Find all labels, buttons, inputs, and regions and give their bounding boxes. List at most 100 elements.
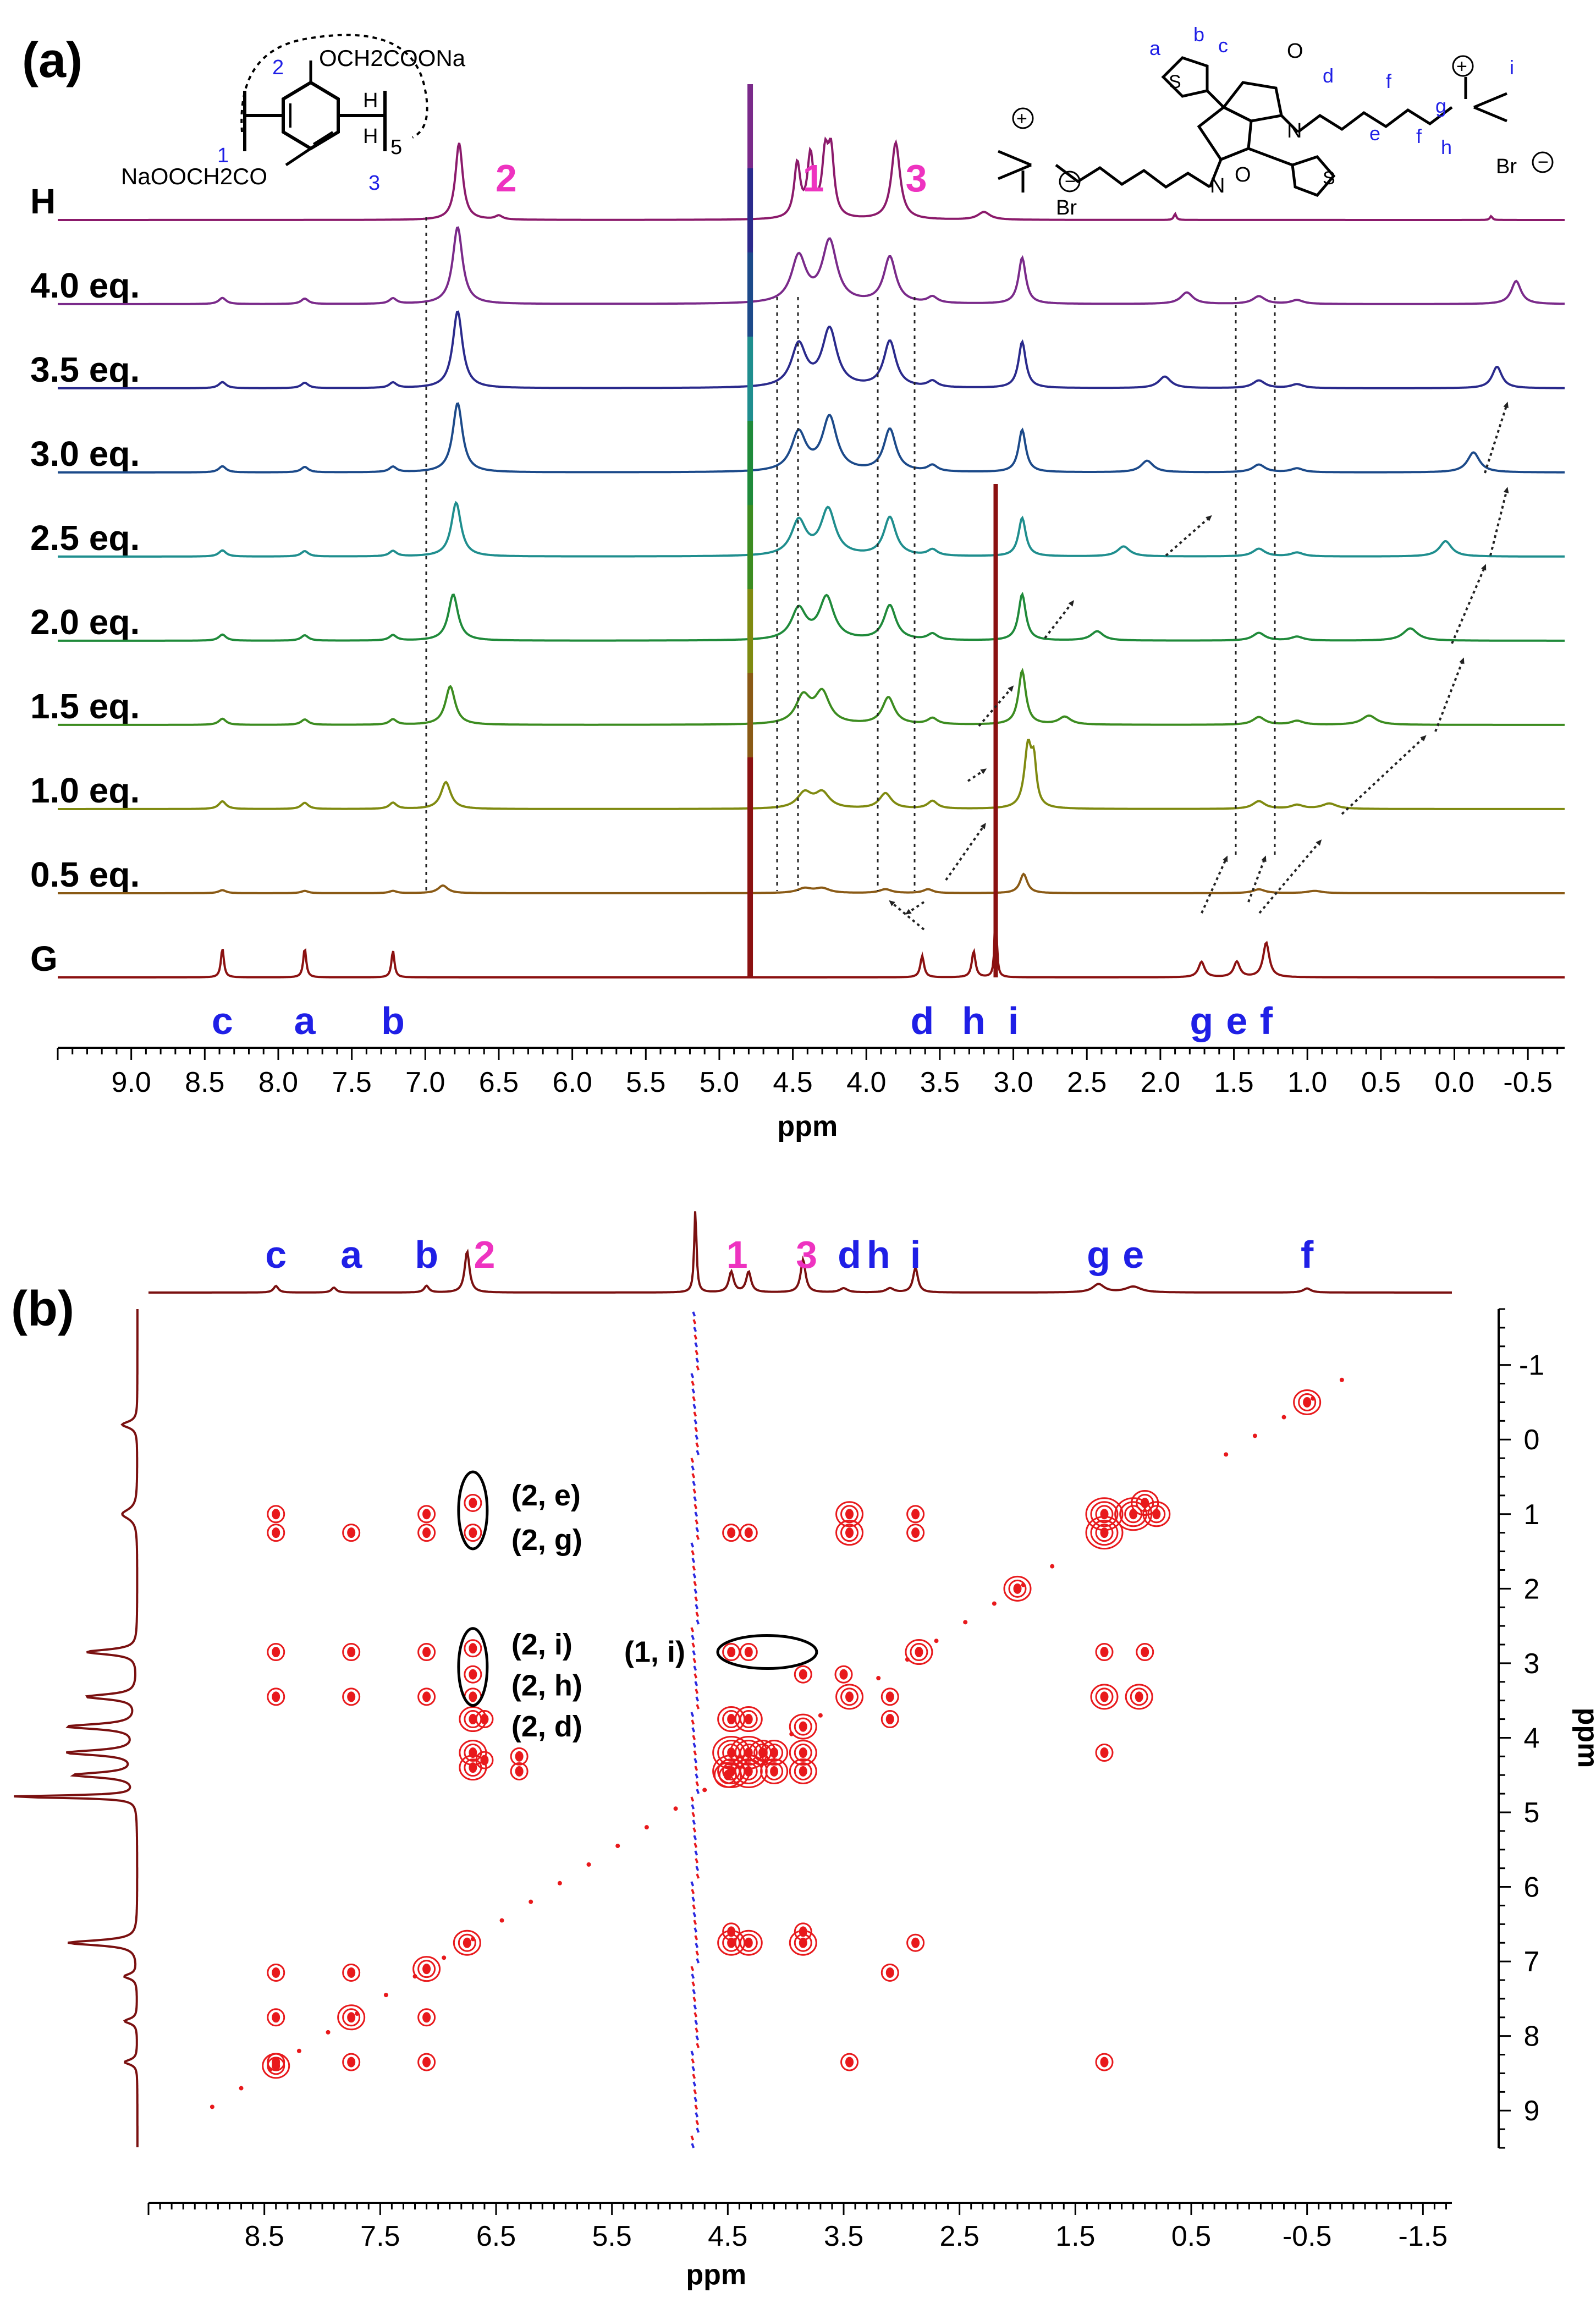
contour-peak-7 xyxy=(453,1929,481,1956)
shift-arrow-10 xyxy=(1341,735,1427,815)
shift-arrow-3 xyxy=(967,768,987,782)
contour-peak-2 xyxy=(905,1639,933,1665)
shift-arrow-13 xyxy=(1489,487,1509,556)
contour-peak-80 xyxy=(1100,1527,1109,1538)
contour-peak-9 xyxy=(347,2012,356,2023)
contour-peak-72 xyxy=(1095,1643,1114,1662)
contour-peak-52 xyxy=(765,1744,784,1762)
y-tick-b-8: 7 xyxy=(1524,1946,1540,1978)
contour-peak-73 xyxy=(1136,1643,1154,1662)
shift-arrows xyxy=(889,402,1509,931)
contour-peak-0 xyxy=(1293,1389,1322,1415)
guest-label-b: b xyxy=(1193,23,1204,46)
contour-peak-80 xyxy=(1085,1516,1124,1550)
contour-peak-7 xyxy=(458,1933,476,1952)
cross-peak-label-4: (2, d) xyxy=(511,1710,582,1743)
trace-label-8: 0.5 eq. xyxy=(30,855,140,894)
contour-peak-67 xyxy=(422,2012,431,2023)
contour-peak-63 xyxy=(272,2012,280,2023)
guest-counterion-right: Br xyxy=(1496,155,1517,178)
trace-0-5-eq- xyxy=(58,872,1565,894)
y-tick-b-0: -1 xyxy=(1519,1350,1544,1382)
contour-peak-40 xyxy=(722,1643,741,1662)
contour-peak-51 xyxy=(729,1754,768,1788)
host-peak-label-3: 3 xyxy=(906,157,927,200)
guest-structure: a b c d e f f g h i Br Br O O N N S S + … xyxy=(998,23,1554,219)
contour-peak-36 xyxy=(845,1509,854,1520)
guest-label-e: e xyxy=(1369,122,1380,145)
contour-peak-39 xyxy=(911,1527,920,1538)
guest-label-g: g xyxy=(1435,95,1446,117)
contour-peak-51 xyxy=(739,1762,758,1780)
panel-a-label: (a) xyxy=(22,33,82,88)
contour-peak-46 xyxy=(722,1710,741,1729)
contour-peak-54 xyxy=(789,1740,817,1766)
trace-label-4: 2.5 eq. xyxy=(30,518,140,558)
trace-h xyxy=(58,136,1565,221)
contour-peak-49 xyxy=(744,1714,753,1725)
x-tick-a-13: 2.5 xyxy=(1067,1066,1107,1098)
contour-peak-54 xyxy=(799,1747,807,1758)
contour-peak-41 xyxy=(739,1643,758,1662)
contour-peak-39 xyxy=(906,1524,925,1542)
contour-peak-27 xyxy=(469,1714,477,1725)
contour-peak-74 xyxy=(1095,1687,1114,1706)
x-tick-b-7: 1.5 xyxy=(1055,2220,1095,2252)
x-tick-a-2: 8.0 xyxy=(258,1066,298,1098)
contour-peak-7 xyxy=(463,1937,471,1948)
x-tick-a-3: 7.5 xyxy=(332,1066,371,1098)
contour-peak-75 xyxy=(1125,1684,1153,1710)
shift-arrow-9 xyxy=(1258,839,1322,914)
guest-peak-label-e: e xyxy=(1226,999,1247,1042)
x-tick-a-12: 3.0 xyxy=(993,1066,1033,1098)
trace-3-0-eq- xyxy=(58,402,1565,474)
contour-peak-42 xyxy=(794,1665,812,1684)
contour-peak-64 xyxy=(267,2053,285,2071)
x-tick-a-17: 0.5 xyxy=(1361,1066,1401,1098)
y-axis-title-b: ppm xyxy=(1572,1708,1596,1768)
contour-peak-57 xyxy=(727,1937,736,1948)
shift-arrow-11 xyxy=(1434,657,1465,732)
contour-peak-2 xyxy=(915,1647,923,1658)
contour-peak-81 xyxy=(1141,1497,1149,1508)
x-tick-b-5: 3.5 xyxy=(824,2220,863,2252)
shift-arrow-4 xyxy=(945,822,986,881)
contour-peak-63 xyxy=(267,2008,285,2027)
contour-peak-31 xyxy=(469,1762,477,1773)
cross-peak-label-1: (2, g) xyxy=(511,1524,582,1557)
trace-1-5-eq- xyxy=(58,668,1565,726)
contour-peak-51 xyxy=(744,1766,753,1777)
shift-arrow-7 xyxy=(1201,855,1228,914)
x-tick-a-8: 5.0 xyxy=(700,1066,739,1098)
x-axis-title-a: ppm xyxy=(777,1110,838,1142)
contour-peak-55 xyxy=(789,1758,817,1784)
contour-peak-45 xyxy=(880,1710,899,1729)
top-label-g: g xyxy=(1087,1233,1110,1276)
contour-peak-77 xyxy=(1090,1501,1119,1527)
contour-peak-62 xyxy=(272,1967,280,1978)
x-tick-b-6: 2.5 xyxy=(940,2220,979,2252)
contour-peak-16 xyxy=(469,1497,477,1508)
top-label-e: e xyxy=(1122,1233,1144,1276)
contour-peak-2 xyxy=(910,1643,928,1662)
contour-peak-41 xyxy=(744,1647,753,1658)
contour-peak-9 xyxy=(342,2008,361,2027)
host-structure: OCH2COONa NaOOCH2CO 2 1 3 H H 5 xyxy=(121,34,466,195)
contour-peak-18 xyxy=(267,1643,285,1662)
guest-peak-label-b: b xyxy=(381,999,405,1042)
contour-peak-64 xyxy=(272,2057,280,2068)
side-projection xyxy=(14,1309,139,2147)
host-h-top: H xyxy=(363,89,378,112)
host-index-1: 1 xyxy=(217,144,229,167)
peak-labels-a: c a b d h i g e f 2 1 3 xyxy=(212,157,1273,1042)
contour-peak-80 xyxy=(1095,1524,1114,1542)
x-tick-b-0: 8.5 xyxy=(245,2220,284,2252)
contour-peak-43 xyxy=(839,1669,848,1680)
shift-arrow-0 xyxy=(1165,515,1212,557)
shift-arrow-5 xyxy=(905,901,925,915)
contour-peak-81 xyxy=(1131,1489,1159,1516)
contour-peak-1 xyxy=(1013,1583,1022,1594)
trace-labels: H 4.0 eq. 3.5 eq. 3.0 eq. 2.5 eq. 2.0 eq. 1.5 … xyxy=(30,182,140,978)
annotation-oval-0 xyxy=(457,1470,489,1551)
